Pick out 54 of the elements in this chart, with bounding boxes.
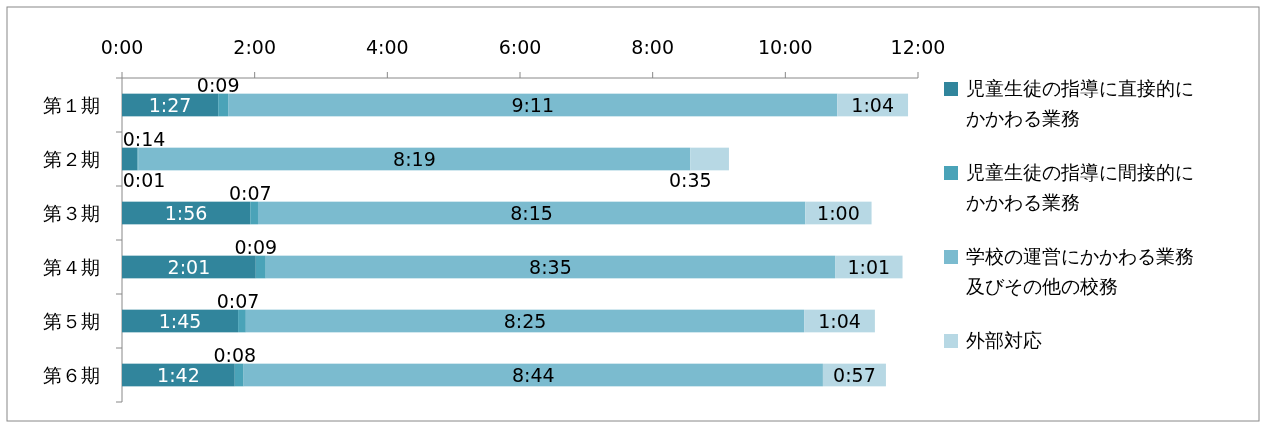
data-label: 1:27 <box>148 94 192 116</box>
bar <box>122 147 138 171</box>
data-label: 8:15 <box>510 202 553 224</box>
data-label: 0:09 <box>234 235 278 258</box>
bar <box>245 309 805 333</box>
data-label: 1:04 <box>851 94 895 116</box>
y-tick-label: 第２期 <box>43 148 100 170</box>
data-label: 1:45 <box>158 310 202 332</box>
x-tick-label: 8:00 <box>631 36 674 58</box>
data-label: 2:01 <box>167 256 211 278</box>
data-label: 1:56 <box>164 202 208 224</box>
data-label: 0:14 <box>122 127 166 150</box>
bar <box>250 201 258 225</box>
data-label: 0:35 <box>668 169 712 192</box>
bar <box>255 255 266 279</box>
y-tick-label: 第６期 <box>43 364 100 386</box>
data-label: 1:00 <box>817 202 860 224</box>
x-tick-label: 0:00 <box>100 36 144 58</box>
data-label: 0:07 <box>228 181 272 204</box>
bar <box>238 309 246 333</box>
x-tick-label: 12:00 <box>890 36 946 58</box>
x-tick-label: 6:00 <box>498 36 542 58</box>
x-tick-label: 4:00 <box>366 36 409 58</box>
bar <box>228 93 838 117</box>
bar <box>257 201 806 225</box>
data-label: 1:01 <box>847 256 891 278</box>
data-label: 8:44 <box>511 364 555 386</box>
bar <box>138 147 691 171</box>
legend-label: 学校の運営にかかわる業務及びその他の校務 <box>966 245 1194 297</box>
data-label: 0:57 <box>833 364 876 386</box>
data-label: 9:11 <box>511 94 555 116</box>
data-label: 0:01 <box>122 169 166 192</box>
bar <box>234 363 244 387</box>
legend-label: 外部対応 <box>966 329 1042 351</box>
y-tick-label: 第４期 <box>43 256 100 278</box>
data-label: 0:09 <box>196 73 240 96</box>
data-label: 0:08 <box>213 343 257 366</box>
data-label: 8:35 <box>529 256 572 278</box>
bar <box>690 147 729 171</box>
x-tick-label: 2:00 <box>233 36 276 58</box>
bar <box>243 363 823 387</box>
bar <box>218 93 229 117</box>
data-label: 8:19 <box>393 148 436 170</box>
y-tick-label: 第１期 <box>43 94 100 116</box>
data-label: 8:25 <box>503 310 547 332</box>
data-label: 1:04 <box>818 310 861 332</box>
data-label: 1:42 <box>157 364 200 386</box>
y-tick-label: 第５期 <box>43 310 100 332</box>
bar <box>265 255 836 279</box>
legend-label: 児童生徒の指導に間接的にかかわる業務 <box>966 161 1194 213</box>
legend-label: 児童生徒の指導に直接的にかかわる業務 <box>966 77 1194 129</box>
y-tick-label: 第３期 <box>43 202 100 224</box>
x-tick-label: 10:00 <box>757 36 813 58</box>
data-label: 0:07 <box>216 289 260 312</box>
